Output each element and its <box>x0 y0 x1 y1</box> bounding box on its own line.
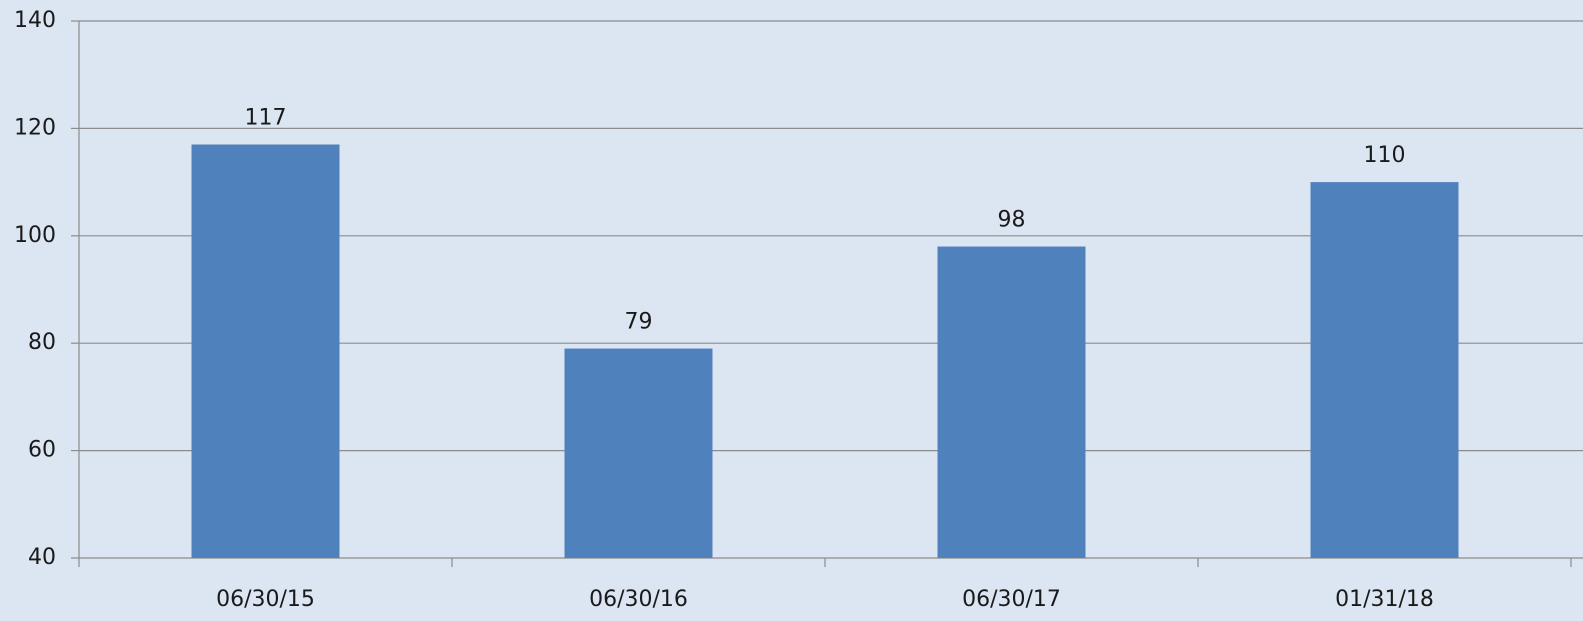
data-label: 98 <box>998 208 1026 233</box>
bar <box>564 348 713 558</box>
bar <box>1310 182 1459 558</box>
x-tick-label: 06/30/17 <box>962 587 1061 612</box>
x-tick-label: 01/31/18 <box>1335 587 1434 612</box>
data-label: 110 <box>1364 143 1406 168</box>
y-tick-label: 100 <box>14 223 56 248</box>
data-label: 79 <box>625 310 653 335</box>
y-tick-label: 80 <box>28 330 56 355</box>
x-tick-label: 06/30/15 <box>216 587 315 612</box>
y-tick-label: 60 <box>28 438 56 463</box>
data-label: 117 <box>245 106 287 131</box>
bar <box>191 144 340 558</box>
y-tick-label: 40 <box>28 545 56 570</box>
y-tick-label: 140 <box>14 8 56 33</box>
x-tick-label: 06/30/16 <box>589 587 688 612</box>
y-tick-label: 120 <box>14 115 56 140</box>
bar <box>937 246 1086 559</box>
